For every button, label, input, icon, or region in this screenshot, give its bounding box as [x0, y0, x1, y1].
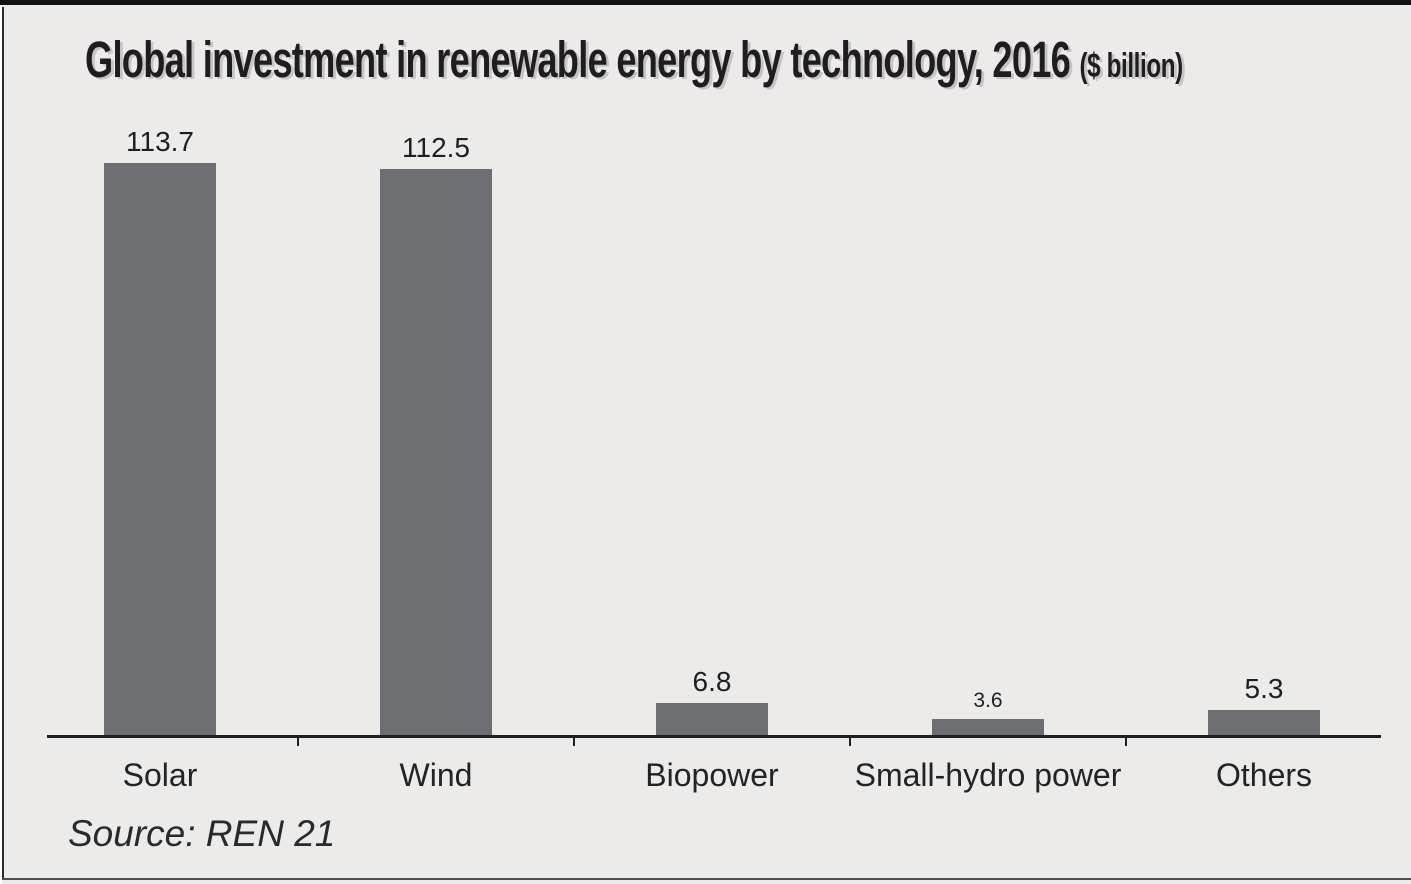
value-label-solar: 113.7: [126, 125, 194, 157]
frame-left-edge: [0, 5, 2, 884]
bar-column-solar: 113.7: [22, 120, 298, 737]
x-axis-line: [47, 735, 1381, 738]
x-axis-tick-4: [1125, 737, 1127, 746]
plot-area: 113.7 112.5 6.8 3.6 5.3: [22, 120, 1402, 746]
bar-columns: 113.7 112.5 6.8 3.6 5.3: [22, 120, 1402, 737]
source-note: Source: REN 21: [68, 813, 336, 854]
bar-biopower: [656, 703, 768, 737]
value-label-biopower: 6.8: [692, 665, 732, 697]
x-axis-tick-2: [573, 737, 575, 746]
category-label-others: Others: [1215, 757, 1313, 793]
bar-column-wind: 112.5: [298, 120, 574, 737]
category-label-wind: Wind: [399, 757, 473, 793]
chart-title-main: Global investment in renewable energy by…: [85, 31, 1071, 88]
x-axis-tick-3: [849, 737, 851, 746]
x-axis-tick-1: [297, 737, 299, 746]
bar-others: [1208, 710, 1320, 737]
chart-title-unit: ($ billion): [1079, 47, 1183, 85]
frame-bottom-rule: [2, 878, 1411, 880]
category-label-small-hydro-power: Small-hydro power: [854, 757, 1122, 793]
chart-title: Global investment in renewable energy by…: [85, 30, 1183, 89]
value-label-wind: 112.5: [402, 131, 470, 163]
bar-small-hydro-power: [932, 719, 1044, 737]
bar-column-biopower: 6.8: [574, 120, 850, 737]
bar-wind: [380, 169, 492, 737]
value-label-small-hydro-power: 3.6: [973, 688, 1003, 712]
category-label-solar: Solar: [122, 757, 198, 793]
bar-column-others: 5.3: [1126, 120, 1402, 737]
bar-solar: [104, 163, 216, 737]
frame-top-rule: [0, 0, 1411, 5]
category-labels: Solar Wind Biopower Small-hydro power Others: [22, 757, 1402, 794]
value-label-others: 5.3: [1244, 672, 1284, 704]
bar-column-small-hydro-power: 3.6: [850, 120, 1126, 737]
frame-left-rule: [2, 7, 4, 880]
category-label-biopower: Biopower: [645, 757, 779, 793]
